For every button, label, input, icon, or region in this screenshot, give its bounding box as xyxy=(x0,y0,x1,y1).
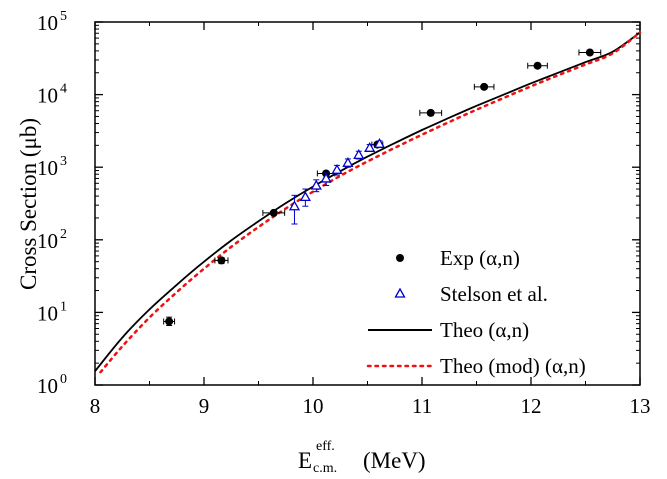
stelson-marker xyxy=(331,164,343,174)
exp-point xyxy=(527,61,548,70)
stelson-marker xyxy=(310,179,322,190)
stelson-point xyxy=(299,188,311,207)
y-tick-label: 10 xyxy=(37,301,58,325)
legend-label-theo: Theo (α,n) xyxy=(440,318,529,342)
x-tick-label: 8 xyxy=(90,394,101,418)
theo-curve xyxy=(94,31,641,372)
exp-marker xyxy=(585,48,594,57)
exp-marker xyxy=(533,61,542,70)
exp-marker xyxy=(165,317,174,326)
exp-marker xyxy=(426,108,435,117)
y-tick-label: 10 xyxy=(37,11,58,35)
x-tick-label: 10 xyxy=(303,394,324,418)
y-tick-label: 10 xyxy=(37,229,58,253)
legend-marker-exp xyxy=(396,254,404,262)
legend-label-exp: Exp (α,n) xyxy=(440,246,520,270)
stelson-point xyxy=(342,156,354,168)
stelson-point xyxy=(373,137,386,148)
exp-marker xyxy=(217,256,226,265)
y-tick-label: 10 xyxy=(37,156,58,180)
plot-frame xyxy=(94,21,641,386)
stelson-point xyxy=(320,172,332,186)
stelson-marker xyxy=(373,137,386,148)
stelson-point xyxy=(364,141,376,152)
stelson-marker xyxy=(320,172,332,183)
stelson-marker xyxy=(353,149,365,159)
stelson-point xyxy=(310,179,322,193)
legend: Exp (α,n) Stelson et al. Theo (α,n) Theo… xyxy=(366,246,586,378)
x-tick-label: 11 xyxy=(412,394,432,418)
exp-point xyxy=(473,82,495,91)
y-tick-exponent: 5 xyxy=(60,9,67,24)
x-axis-title-sub: c.m. xyxy=(313,461,337,476)
exp-point xyxy=(163,316,176,327)
legend-marker-stelson xyxy=(394,287,406,298)
stelson-marker xyxy=(299,191,311,202)
x-axis-title-sup: eff. xyxy=(316,439,335,454)
x-tick-label: 12 xyxy=(521,394,542,418)
exp-point xyxy=(419,108,443,117)
x-axis-title-unit: (MeV) xyxy=(363,448,426,473)
stelson-marker xyxy=(342,156,354,167)
legend-label-stelson: Stelson et al. xyxy=(440,282,548,306)
y-tick-exponent: 2 xyxy=(60,227,67,242)
y-tick-label: 10 xyxy=(37,84,58,108)
theo-mod-curve xyxy=(99,31,642,374)
data-points xyxy=(163,48,602,327)
x-axis-title-main: E xyxy=(298,448,312,473)
x-tick-label: 13 xyxy=(630,394,651,418)
legend-label-theo-mod: Theo (mod) (α,n) xyxy=(440,354,586,378)
y-tick-label: 10 xyxy=(37,374,58,398)
x-tick-label: 9 xyxy=(199,394,210,418)
stelson-point xyxy=(288,194,301,225)
y-tick-exponent: 3 xyxy=(60,154,67,169)
stelson-point xyxy=(331,164,343,176)
stelson-marker xyxy=(288,200,301,211)
theory-curves xyxy=(94,31,642,374)
y-tick-exponent: 0 xyxy=(60,372,67,387)
exp-point xyxy=(262,208,286,217)
exp-marker xyxy=(480,82,489,91)
stelson-point xyxy=(353,149,365,160)
y-tick-exponent: 1 xyxy=(60,299,67,314)
stelson-marker xyxy=(364,141,376,152)
y-tick-exponent: 4 xyxy=(60,82,67,97)
exp-point xyxy=(214,256,229,265)
x-axis-title: E xyxy=(298,448,312,473)
exp-point xyxy=(578,48,602,57)
axis-ticks xyxy=(94,21,641,386)
y-axis-title: Cross Section (μb) xyxy=(16,118,41,290)
exp-marker xyxy=(269,208,278,217)
